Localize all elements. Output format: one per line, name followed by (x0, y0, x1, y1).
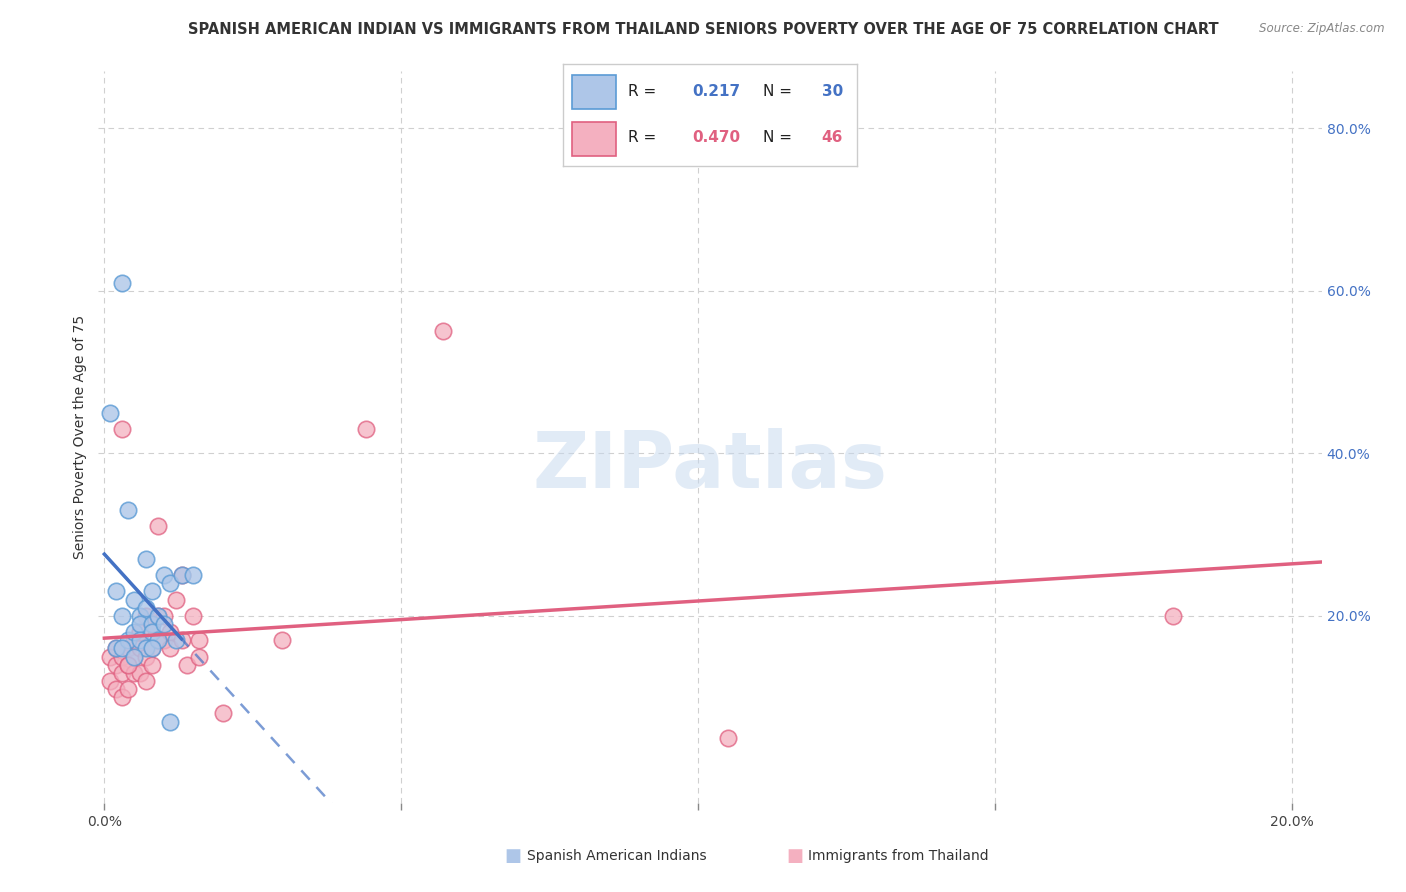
Point (141, 617, 163, 632)
Point (183, 608, 205, 623)
Point (117, 503, 139, 517)
Point (122, 649, 145, 664)
Point (129, 641, 152, 656)
Point (165, 592, 187, 607)
Point (1161, 608, 1184, 623)
Point (129, 617, 152, 632)
Point (717, 731, 740, 745)
Point (141, 641, 163, 656)
Point (135, 673, 157, 688)
Point (122, 625, 145, 640)
Y-axis label: Seniors Poverty Over the Age of 75: Seniors Poverty Over the Age of 75 (73, 315, 87, 559)
Point (146, 519, 169, 533)
Point (111, 422, 134, 436)
Point (170, 568, 193, 582)
Point (176, 657, 198, 672)
Point (111, 665, 134, 680)
Point (111, 690, 134, 705)
Point (146, 608, 169, 623)
Point (105, 681, 128, 696)
Text: SPANISH AMERICAN INDIAN VS IMMIGRANTS FROM THAILAND SENIORS POVERTY OVER THE AGE: SPANISH AMERICAN INDIAN VS IMMIGRANTS FR… (187, 22, 1219, 37)
Point (105, 584, 128, 599)
Point (129, 625, 152, 640)
Point (98, 406, 121, 420)
Point (159, 625, 181, 640)
Text: ■: ■ (786, 847, 803, 865)
Text: ZIPatlas: ZIPatlas (533, 428, 887, 504)
Point (141, 625, 163, 640)
Point (122, 633, 145, 648)
Point (152, 633, 174, 648)
Point (117, 657, 139, 672)
Point (159, 714, 181, 729)
Point (122, 665, 145, 680)
Text: Spanish American Indians: Spanish American Indians (527, 849, 707, 863)
Point (146, 608, 169, 623)
Point (98, 673, 121, 688)
Point (135, 641, 157, 656)
Point (170, 568, 193, 582)
Point (146, 633, 169, 648)
Point (141, 657, 163, 672)
Point (117, 641, 139, 656)
Point (170, 633, 193, 648)
Point (111, 608, 134, 623)
Point (135, 552, 157, 566)
Point (141, 584, 163, 599)
Point (165, 633, 187, 648)
Text: ■: ■ (505, 847, 522, 865)
Point (129, 633, 152, 648)
Point (183, 568, 205, 582)
Point (135, 608, 157, 623)
Point (111, 276, 134, 290)
Point (98, 649, 121, 664)
Point (152, 617, 174, 632)
Point (111, 649, 134, 664)
Point (129, 665, 152, 680)
Text: Source: ZipAtlas.com: Source: ZipAtlas.com (1260, 22, 1385, 36)
Point (354, 422, 377, 436)
Point (432, 325, 454, 339)
Point (212, 706, 235, 721)
Point (146, 633, 169, 648)
Point (188, 633, 211, 648)
Point (152, 568, 174, 582)
Point (105, 641, 128, 656)
Point (105, 657, 128, 672)
Point (117, 633, 139, 648)
Point (188, 649, 211, 664)
Point (117, 681, 139, 696)
Point (152, 608, 174, 623)
Point (135, 600, 157, 615)
Point (122, 649, 145, 664)
Point (271, 633, 294, 648)
Point (117, 657, 139, 672)
Point (159, 576, 181, 591)
Point (129, 625, 152, 640)
Point (111, 641, 134, 656)
Point (105, 641, 128, 656)
Point (141, 641, 163, 656)
Point (129, 608, 152, 623)
Point (135, 649, 157, 664)
Text: Immigrants from Thailand: Immigrants from Thailand (808, 849, 988, 863)
Point (122, 592, 145, 607)
Point (159, 641, 181, 656)
Point (141, 617, 163, 632)
